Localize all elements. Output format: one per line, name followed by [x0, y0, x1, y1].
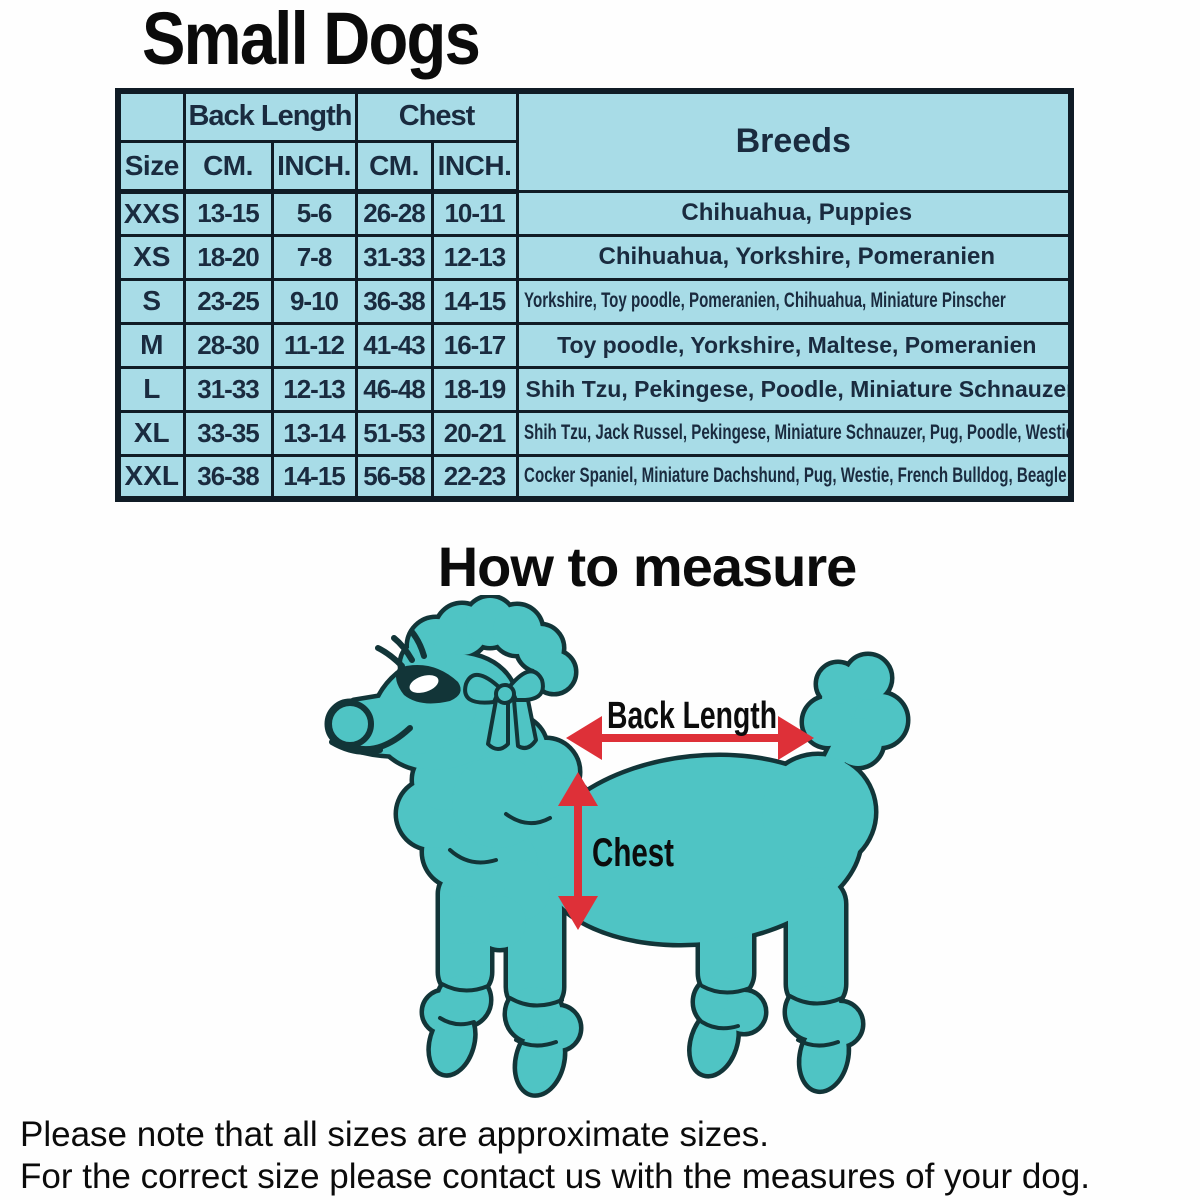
breed-cell: Shih Tzu, Jack Russel, Pekingese, Miniat…: [515, 409, 1073, 457]
back-cm-cell: 28-30: [182, 321, 274, 369]
bow-icon: [463, 669, 545, 751]
chest-inch-header: INCH.: [430, 139, 519, 194]
size-cell: XL: [116, 409, 186, 457]
breed-cell: Toy poodle, Yorkshire, Maltese, Pomerani…: [515, 321, 1073, 369]
size-cell: L: [116, 365, 186, 413]
back-length-header: Back Length: [182, 89, 358, 143]
note-line-2: For the correct size please contact us w…: [20, 1157, 1090, 1196]
back-length-arrow: [566, 716, 814, 760]
poodle-measurement-diagram: Back Length Chest: [320, 595, 940, 1105]
breed-cell: Yorkshire, Toy poodle, Pomeranien, Chihu…: [515, 277, 1073, 325]
chest-label: Chest: [592, 831, 674, 875]
back-cm-cell: 13-15: [182, 189, 274, 237]
note-line-1: Please note that all sizes are approxima…: [20, 1115, 769, 1154]
back-inch-cell: 5-6: [270, 189, 358, 237]
table-row: XXL 36-38 14-15 56-58 22-23 Cocker Spani…: [116, 453, 1073, 501]
chest-cm-cell: 51-53: [354, 409, 434, 457]
size-cell: XXS: [116, 189, 186, 237]
back-inch-header: INCH.: [270, 139, 358, 194]
back-inch-cell: 13-14: [270, 409, 358, 457]
back-cm-cell: 33-35: [182, 409, 274, 457]
chest-cm-cell: 41-43: [354, 321, 434, 369]
breed-cell: Cocker Spaniel, Miniature Dachshund, Pug…: [515, 453, 1073, 501]
back-inch-cell: 14-15: [270, 453, 358, 501]
poodle-details: [326, 629, 844, 1048]
chest-inch-cell: 12-13: [430, 233, 519, 281]
table-header-row-units: Size CM. INCH. CM. INCH.: [116, 139, 1071, 194]
size-cell: XS: [116, 233, 186, 281]
size-table: Back Length Chest Breeds Size CM. INCH. …: [115, 88, 1075, 502]
chest-inch-cell: 18-19: [430, 365, 519, 413]
chest-inch-cell: 14-15: [430, 277, 519, 325]
back-inch-cell: 12-13: [270, 365, 358, 413]
back-cm-header: CM.: [182, 139, 274, 194]
size-cell: S: [116, 277, 186, 325]
measurement-arrows: [558, 716, 814, 930]
size-cell: M: [116, 321, 186, 369]
chest-cm-cell: 46-48: [354, 365, 434, 413]
measure-title: How to measure: [437, 535, 858, 598]
chest-cm-cell: 31-33: [354, 233, 434, 281]
breed-cell: Chihuahua, Puppies: [515, 189, 1073, 237]
chest-inch-cell: 22-23: [430, 453, 519, 501]
back-cm-cell: 18-20: [182, 233, 274, 281]
chest-cm-cell: 56-58: [354, 453, 434, 501]
back-cm-cell: 31-33: [182, 365, 274, 413]
table-row: S 23-25 9-10 36-38 14-15 Yorkshire, Toy …: [116, 277, 1073, 325]
breeds-header: Breeds: [515, 89, 1073, 193]
chest-arrow: [558, 772, 598, 930]
back-inch-cell: 9-10: [270, 277, 358, 325]
chest-inch-cell: 10-11: [430, 189, 519, 237]
chest-inch-cell: 16-17: [430, 321, 519, 369]
back-cm-cell: 36-38: [182, 453, 274, 501]
chest-inch-cell: 20-21: [430, 409, 519, 457]
chest-header: Chest: [354, 89, 519, 143]
table-row: XL 33-35 13-14 51-53 20-21 Shih Tzu, Jac…: [116, 409, 1073, 457]
page-title: Small Dogs: [142, 0, 481, 80]
back-inch-cell: 11-12: [270, 321, 358, 369]
table-row: XS 18-20 7-8 31-33 12-13 Chihuahua, York…: [116, 233, 1073, 281]
chest-cm-cell: 26-28: [354, 189, 434, 237]
chest-cm-cell: 36-38: [354, 277, 434, 325]
table-row: XXS 13-15 5-6 26-28 10-11 Chihuahua, Pup…: [116, 189, 1073, 237]
breed-cell: Chihuahua, Yorkshire, Pomeranien: [515, 233, 1073, 281]
chest-cm-header: CM.: [354, 139, 434, 194]
size-header: Size: [116, 139, 186, 194]
size-cell: XXL: [116, 453, 186, 501]
back-length-label: Back Length: [607, 695, 777, 737]
back-cm-cell: 23-25: [182, 277, 274, 325]
table-row: M 28-30 11-12 41-43 16-17 Toy poodle, Yo…: [116, 321, 1073, 369]
breed-cell: Shih Tzu, Pekingese, Poodle, Miniature S…: [515, 365, 1073, 413]
back-inch-cell: 7-8: [270, 233, 358, 281]
table-header-row-groups: Back Length Chest Breeds: [116, 89, 1073, 193]
corner-cell: [116, 89, 186, 143]
table-row: L 31-33 12-13 46-48 18-19 Shih Tzu, Peki…: [116, 365, 1073, 413]
